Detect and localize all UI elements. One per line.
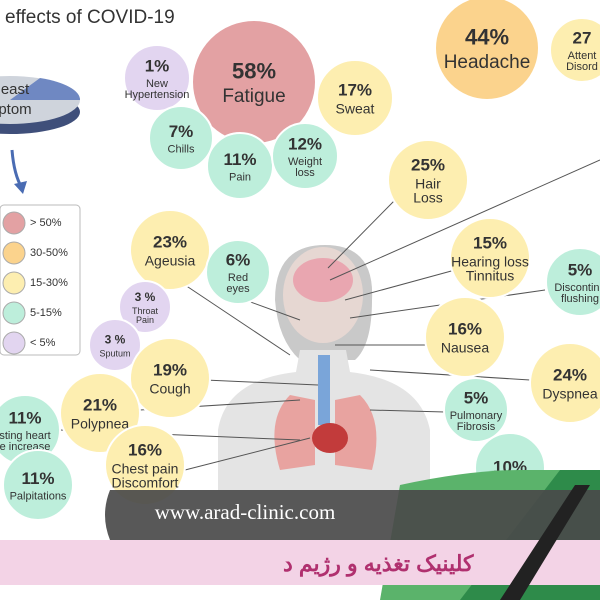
bubble-label: Weight: [288, 156, 322, 168]
bubble-percent: 27: [573, 28, 592, 47]
bubble-percent: 1%: [145, 56, 170, 75]
legend-swatch: [2, 211, 26, 235]
bubble-label: Cough: [149, 381, 190, 397]
bubble: [123, 44, 191, 112]
bubble: [545, 247, 600, 317]
bubble: [443, 377, 509, 443]
legend-label: 15-30%: [30, 277, 68, 289]
bubble-label: Nausea: [441, 340, 489, 356]
bubble: [271, 122, 339, 190]
bubble-label: Polypnea: [71, 416, 130, 432]
bubble-label: Chest pain: [112, 461, 179, 477]
bubble: [529, 342, 600, 424]
bubble-label: Palpitations: [10, 491, 67, 503]
legend-swatch: [2, 301, 26, 325]
bubble-label: Sweat: [336, 101, 375, 117]
bubble-label: Fatigue: [222, 86, 285, 107]
legend-label: < 5%: [30, 337, 56, 349]
bubble-label: loss: [295, 167, 315, 179]
arrow: [10, 149, 24, 189]
legend-label: > 50%: [30, 217, 62, 229]
bubble-label: Pain: [136, 315, 154, 325]
bubble-label: Sputum: [99, 348, 130, 358]
bubble-percent: 58%: [232, 58, 276, 83]
arrow-head: [14, 181, 27, 194]
bubble-percent: 11%: [21, 469, 54, 488]
bubble-label: Discontinu: [554, 282, 600, 294]
bubble-label: Pain: [229, 172, 251, 184]
bubble-label: sting heart: [0, 430, 51, 442]
legend-swatch: [2, 331, 26, 355]
bubble-percent: 17%: [338, 80, 372, 99]
bubble-label: Chills: [168, 144, 195, 156]
bubble-label: Hypertension: [125, 89, 190, 101]
bubble-label: Loss: [413, 190, 443, 206]
bubble: [387, 139, 469, 221]
bubble-label: Red: [228, 272, 248, 284]
bubble-percent: 16%: [448, 319, 482, 338]
bubble-percent: 19%: [153, 360, 187, 379]
pie-label: ptom: [0, 101, 32, 118]
title: effects of COVID-19: [5, 7, 175, 28]
bubble-label: Discomfort: [112, 475, 179, 491]
legend-label: 30-50%: [30, 247, 68, 259]
legend-swatch: [2, 241, 26, 265]
bubble-label: Throat: [132, 306, 159, 316]
bubble-label: Fibrosis: [457, 421, 496, 433]
bubble: [88, 318, 142, 372]
pie-slice: [10, 78, 81, 100]
bubble-label: Tinnitus: [466, 268, 515, 284]
bubble-percent: 21%: [83, 395, 117, 414]
bubble-percent: 3 %: [135, 290, 156, 304]
bubble-percent: 11%: [223, 150, 256, 169]
pie-label: east: [1, 81, 30, 98]
bubble: [434, 0, 540, 101]
bubble-percent: 12%: [288, 134, 322, 153]
bubble-label: Ageusia: [145, 253, 196, 269]
bubble-percent: 25%: [411, 155, 445, 174]
bubble: [549, 17, 600, 83]
bubble-percent: 11%: [8, 408, 41, 427]
bubble: [449, 217, 531, 299]
bubble-percent: 6%: [226, 250, 251, 269]
bubble-percent: 24%: [553, 365, 587, 384]
bubble-label: Dyspnea: [542, 386, 597, 402]
bubble-label: Disord: [566, 61, 598, 73]
bubble: [424, 296, 506, 378]
bubble-label: Pulmonary: [450, 410, 503, 422]
bubble-percent: 44%: [465, 24, 509, 49]
banner: www.arad-clinic.com کلینیک تغذیه و رژیم …: [0, 470, 600, 600]
bubble: [148, 105, 214, 171]
bubble: [129, 209, 211, 291]
body-figure: [218, 245, 430, 490]
bubble-percent: 3 %: [105, 333, 126, 347]
bubble: [118, 280, 172, 334]
legend-swatch: [2, 271, 26, 295]
bubble: [2, 449, 74, 521]
bubble-label: flushing: [561, 293, 599, 305]
bubble-percent: 7%: [169, 122, 194, 141]
bubble-percent: 5%: [464, 388, 489, 407]
bubble: [129, 337, 211, 419]
bubble-label: Hair: [415, 176, 441, 192]
bubble: [205, 239, 271, 305]
bubble-label: Headache: [444, 52, 531, 73]
bubble-percent: 16%: [128, 440, 162, 459]
banner-text: کلینیک تغذیه و رژیم د: [283, 551, 474, 577]
bubble-label: Hearing loss: [451, 254, 529, 270]
bubble-label: New: [146, 78, 168, 90]
bubble: [316, 59, 394, 137]
bubble-label: Attent: [568, 50, 597, 62]
bubble-percent: 5%: [568, 260, 593, 279]
banner-url: www.arad-clinic.com: [155, 500, 336, 524]
legend-label: 5-15%: [30, 307, 62, 319]
bubble-percent: 23%: [153, 232, 187, 251]
bubble-percent: 15%: [473, 233, 507, 252]
bubble-label: eyes: [226, 283, 250, 295]
